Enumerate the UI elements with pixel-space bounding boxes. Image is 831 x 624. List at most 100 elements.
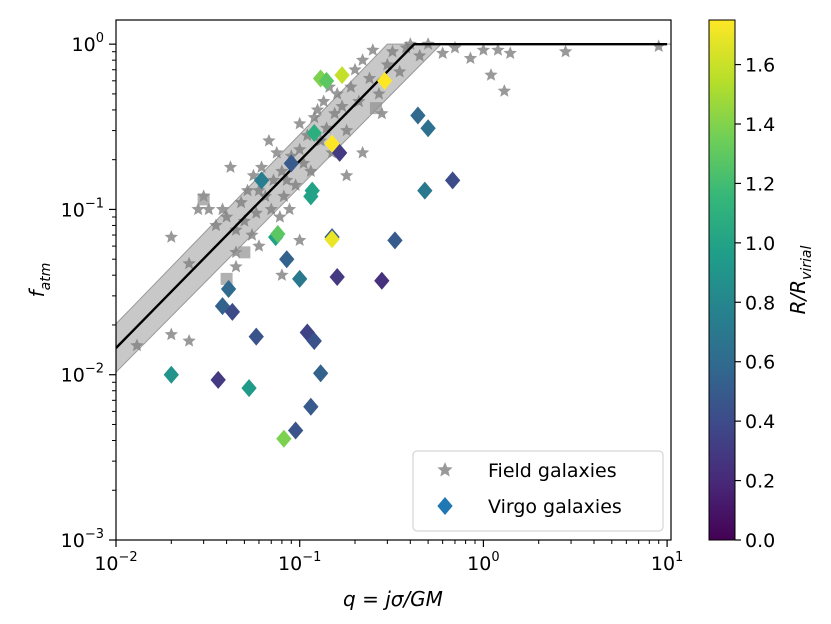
- virgo-galaxy-point: [387, 231, 403, 250]
- field-galaxy-point: [288, 178, 303, 191]
- colorbar-tick-label: 0.4: [745, 411, 775, 433]
- field-galaxy-point: [362, 71, 377, 85]
- field-galaxy-point: [330, 86, 344, 100]
- field-galaxy-point: [392, 64, 407, 78]
- virgo-galaxy-point: [241, 379, 257, 398]
- field-galaxy-point: [223, 160, 238, 173]
- field-galaxy-point: [328, 106, 342, 120]
- field-galaxy-point: [491, 43, 505, 56]
- field-galaxy-point: [463, 51, 478, 65]
- field-galaxy-point: [164, 230, 178, 243]
- virgo-galaxy-point: [303, 397, 319, 416]
- field-galaxy-point: [252, 183, 266, 197]
- plot-frame: [115, 19, 672, 541]
- field-galaxy-point: [558, 44, 573, 58]
- field-galaxy-square: [238, 246, 251, 259]
- colorbar-tick-label: 1.2: [745, 173, 775, 195]
- field-galaxy-point: [252, 239, 266, 252]
- virgo-galaxy-point: [306, 331, 322, 350]
- field-galaxy-point: [484, 68, 498, 81]
- virgo-galaxy-point: [329, 268, 345, 287]
- x-axis-label-text: q = jσ/GM: [343, 587, 443, 611]
- virgo-galaxy-point: [220, 280, 237, 299]
- virgo-galaxy-point: [304, 181, 320, 200]
- field-galaxy-point: [652, 39, 666, 52]
- field-galaxy-point: [219, 210, 234, 223]
- field-galaxy-point: [304, 164, 318, 178]
- field-galaxy-point: [275, 268, 289, 281]
- x-axis-label: q = jσ/GM: [343, 587, 443, 611]
- virgo-galaxy-point: [420, 119, 436, 138]
- virgo-galaxy-markers: [163, 66, 461, 448]
- virgo-galaxy-point: [306, 124, 322, 143]
- legend-diamond-icon: [437, 497, 453, 515]
- field-galaxy-point: [275, 164, 289, 178]
- virgo-galaxy-point: [324, 230, 340, 249]
- field-galaxy-point: [293, 116, 307, 130]
- field-galaxy-point: [234, 195, 248, 209]
- field-galaxy-point: [339, 168, 354, 182]
- virgo-galaxy-point: [279, 250, 295, 269]
- y-tick-label: 100: [72, 31, 104, 56]
- field-galaxy-square: [369, 102, 382, 115]
- field-galaxy-point: [164, 327, 178, 341]
- field-galaxy-point: [497, 84, 511, 97]
- field-galaxy-point: [254, 160, 269, 173]
- colorbar-tick-label: 1.4: [745, 114, 775, 136]
- virgo-galaxy-point: [210, 370, 226, 389]
- virgo-galaxy-point: [374, 271, 390, 290]
- y-tick-label: 10−1: [61, 196, 104, 221]
- field-galaxy-point: [296, 156, 311, 170]
- colorbar-tick-label: 0.0: [745, 530, 775, 552]
- field-galaxy-point: [372, 86, 386, 100]
- virgo-galaxy-point: [376, 71, 393, 90]
- colorbar-tick-label: 0.6: [745, 352, 775, 374]
- virgo-galaxy-point: [270, 225, 286, 244]
- virgo-galaxy-point: [334, 66, 350, 85]
- field-galaxy-point: [339, 123, 354, 137]
- virgo-galaxy-point: [318, 71, 335, 90]
- field-galaxy-point: [403, 37, 417, 50]
- field-galaxy-point: [293, 142, 307, 156]
- field-galaxy-point: [249, 206, 263, 219]
- field-galaxy-point: [310, 102, 325, 116]
- field-galaxy-point: [282, 202, 297, 216]
- colorbar-label-sub: virial: [799, 245, 815, 279]
- field-galaxy-point: [385, 44, 400, 58]
- field-galaxy-point: [293, 233, 307, 247]
- field-galaxy-point: [182, 333, 196, 347]
- virgo-galaxy-point: [332, 143, 348, 162]
- colorbar-tick-label: 1.0: [745, 233, 775, 255]
- x-tick-label: 100: [467, 550, 499, 575]
- colorbar-label-main: R/R: [786, 280, 810, 315]
- field-galaxy-point: [229, 223, 243, 236]
- field-galaxy-point: [264, 202, 278, 216]
- virgo-galaxy-point: [324, 134, 340, 153]
- x-tick-label: 10−1: [278, 550, 321, 575]
- virgo-galaxy-point: [224, 302, 241, 321]
- colorbar-tick-label: 0.8: [745, 292, 775, 314]
- field-galaxy-point: [245, 228, 259, 241]
- colorbar-gradient: [708, 19, 736, 541]
- model-line: [116, 43, 668, 349]
- virgo-galaxy-point: [312, 364, 329, 383]
- field-galaxy-point: [229, 259, 243, 273]
- virgo-galaxy-point: [276, 429, 292, 448]
- y-axis-label: fatm: [25, 263, 54, 298]
- virgo-galaxy-point: [417, 181, 433, 200]
- diamond-icon: [437, 497, 453, 515]
- legend: Field galaxies Virgo galaxies: [412, 450, 664, 532]
- colorbar-tick-label: 0.2: [745, 471, 775, 493]
- field-galaxy-point: [130, 338, 144, 352]
- legend-virgo-label: Virgo galaxies: [488, 496, 622, 518]
- field-galaxy-point: [182, 256, 196, 270]
- field-galaxy-point: [209, 218, 223, 232]
- virgo-galaxy-point: [410, 106, 426, 125]
- y-axis-label-main: f: [25, 287, 49, 297]
- virgo-galaxy-point: [248, 327, 264, 346]
- colorbar-label: R/Rvirial: [786, 245, 815, 314]
- field-galaxy-point: [476, 43, 491, 56]
- y-axis-label-sub: atm: [38, 263, 54, 291]
- field-galaxy-point: [335, 99, 349, 113]
